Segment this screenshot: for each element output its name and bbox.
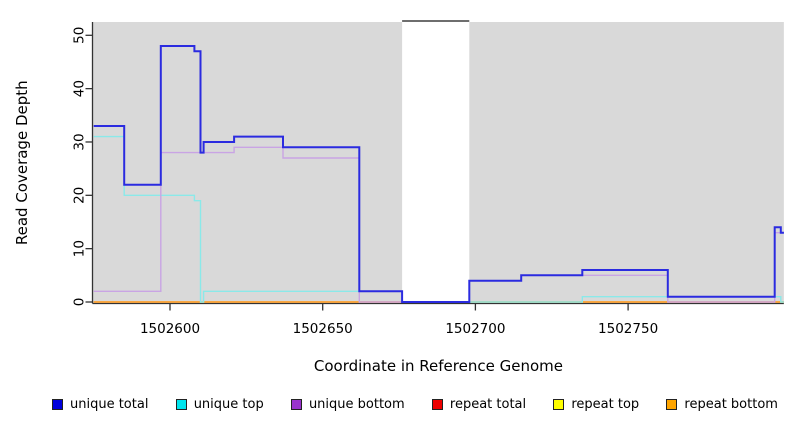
legend-item-repeat-total: repeat total bbox=[431, 397, 527, 412]
y-tick-label: 40 bbox=[72, 80, 88, 97]
panel-background-left bbox=[93, 22, 403, 303]
x-tick-label: 1502750 bbox=[598, 321, 658, 337]
legend-label: repeat total bbox=[449, 397, 527, 412]
x-tick-label: 1502700 bbox=[445, 321, 505, 337]
legend-color-chip bbox=[175, 399, 187, 410]
legend-label: repeat top bbox=[571, 397, 640, 412]
coverage-chart: 0 10 20 30 40 50 1502600 1502650 1502700 1502750 C… bbox=[13, 20, 784, 375]
legend-label: unique bottom bbox=[308, 397, 405, 412]
y-tick-label: 10 bbox=[72, 240, 88, 257]
legend-item-repeat-top: repeat top bbox=[553, 397, 639, 412]
y-axis-label: Read Coverage Depth bbox=[13, 80, 31, 245]
legend-color-chip bbox=[431, 399, 443, 410]
legend-color-chip bbox=[52, 399, 63, 410]
x-tick-label: 1502650 bbox=[293, 321, 353, 337]
chart-legend: unique total unique top unique bottom repea… bbox=[0, 397, 792, 412]
y-tick-label: 0 bbox=[72, 298, 88, 307]
y-tick-label: 50 bbox=[72, 27, 88, 44]
legend-color-chip bbox=[553, 399, 565, 410]
legend-label: repeat bottom bbox=[684, 397, 778, 412]
series-unique-total bbox=[93, 45, 784, 303]
legend-color-chip bbox=[666, 399, 678, 410]
legend-label: unique top bbox=[193, 397, 264, 412]
y-tick-label: 30 bbox=[72, 133, 88, 150]
legend-item-repeat-bottom: repeat bottom bbox=[666, 397, 778, 412]
x-tick-label: 1502600 bbox=[140, 321, 200, 337]
legend-item-unique-bottom: unique bottom bbox=[290, 397, 405, 412]
x-axis-label: Coordinate in Reference Genome bbox=[314, 357, 563, 375]
legend-item-unique-top: unique top bbox=[175, 397, 264, 412]
y-tick-label: 20 bbox=[72, 187, 88, 204]
panel-background-right bbox=[469, 22, 784, 303]
legend-label: unique total bbox=[70, 397, 149, 412]
legend-color-chip bbox=[290, 399, 302, 410]
legend-item-unique-total: unique total bbox=[52, 397, 148, 412]
